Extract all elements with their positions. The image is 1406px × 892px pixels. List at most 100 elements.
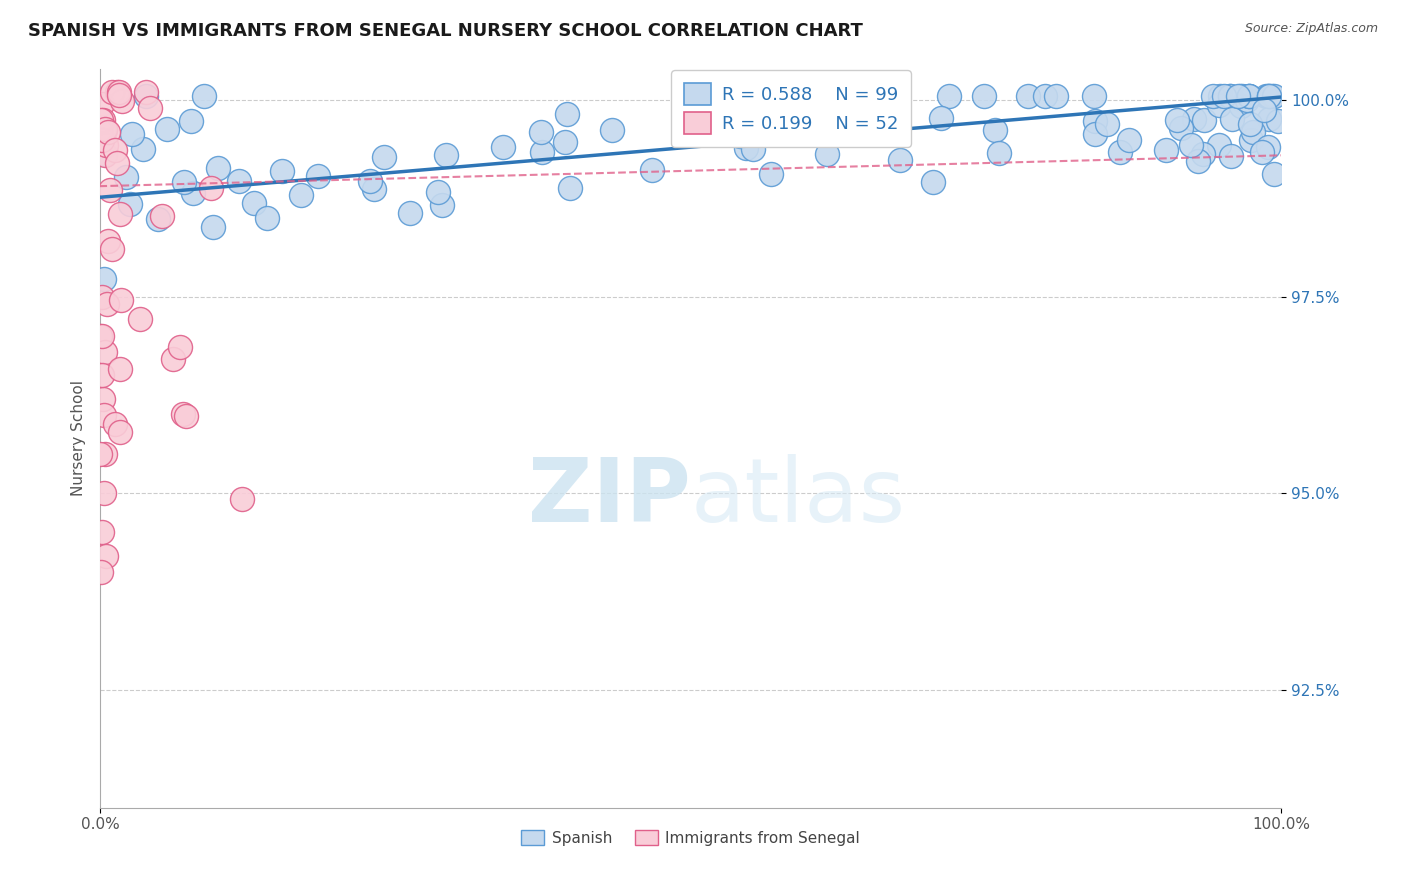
Point <box>1229 89 1251 103</box>
Point <box>174 409 197 423</box>
Point <box>1208 137 1230 152</box>
Point <box>146 212 169 227</box>
Point <box>169 340 191 354</box>
Point <box>1045 89 1067 103</box>
Point <box>1258 89 1281 103</box>
Point <box>1236 93 1258 107</box>
Point <box>101 85 124 99</box>
Point <box>162 352 184 367</box>
Point <box>135 85 157 99</box>
Point <box>132 142 155 156</box>
Point <box>139 102 162 116</box>
Point <box>973 89 995 103</box>
Point <box>938 89 960 103</box>
Point <box>1232 89 1254 103</box>
Point <box>89 123 111 137</box>
Point <box>554 135 576 149</box>
Point <box>728 128 751 143</box>
Point <box>91 112 114 127</box>
Point <box>1219 89 1241 103</box>
Point <box>1166 113 1188 128</box>
Point <box>93 408 115 422</box>
Point <box>373 149 395 163</box>
Point <box>1180 138 1202 153</box>
Point <box>1253 103 1275 117</box>
Point <box>1213 89 1236 103</box>
Point <box>363 182 385 196</box>
Point <box>1182 112 1205 127</box>
Point <box>256 211 278 226</box>
Point <box>1239 89 1261 103</box>
Point <box>1208 98 1230 112</box>
Point <box>530 125 553 139</box>
Point <box>118 196 141 211</box>
Point <box>1202 89 1225 103</box>
Point <box>200 181 222 195</box>
Point <box>101 243 124 257</box>
Point <box>988 145 1011 160</box>
Point <box>1241 125 1264 139</box>
Point <box>91 133 114 147</box>
Point <box>135 89 157 103</box>
Text: Source: ZipAtlas.com: Source: ZipAtlas.com <box>1244 22 1378 36</box>
Point <box>96 297 118 311</box>
Point <box>984 123 1007 137</box>
Point <box>1219 89 1241 103</box>
Point <box>492 140 515 154</box>
Point <box>90 96 112 111</box>
Point <box>1108 145 1130 160</box>
Point <box>555 107 578 121</box>
Point <box>105 85 128 99</box>
Point <box>742 142 765 156</box>
Point <box>104 417 127 431</box>
Text: atlas: atlas <box>690 454 905 541</box>
Point <box>641 162 664 177</box>
Point <box>173 175 195 189</box>
Point <box>815 147 838 161</box>
Point <box>181 186 204 201</box>
Point <box>207 161 229 175</box>
Point <box>1220 112 1243 127</box>
Point <box>91 525 114 540</box>
Point <box>91 329 114 343</box>
Point <box>94 148 117 162</box>
Point <box>93 344 115 359</box>
Point <box>91 133 114 147</box>
Point <box>1083 89 1105 103</box>
Point <box>1209 89 1232 103</box>
Point <box>94 549 117 563</box>
Point <box>1084 114 1107 128</box>
Point <box>1240 133 1263 147</box>
Point <box>1263 167 1285 181</box>
Point <box>1257 89 1279 103</box>
Point <box>193 89 215 103</box>
Point <box>108 362 131 376</box>
Point <box>121 127 143 141</box>
Point <box>1239 117 1261 131</box>
Point <box>172 407 194 421</box>
Point <box>93 392 115 406</box>
Point <box>889 153 911 167</box>
Point <box>1095 117 1118 131</box>
Point <box>434 147 457 161</box>
Point <box>1261 89 1284 103</box>
Point <box>94 122 117 136</box>
Point <box>432 198 454 212</box>
Point <box>98 182 121 196</box>
Point <box>115 170 138 185</box>
Point <box>922 175 945 189</box>
Point <box>290 188 312 202</box>
Point <box>929 111 952 125</box>
Point <box>1254 89 1277 103</box>
Point <box>97 125 120 139</box>
Point <box>270 164 292 178</box>
Point <box>243 196 266 211</box>
Point <box>108 425 131 439</box>
Point <box>93 486 115 500</box>
Point <box>531 145 554 160</box>
Point <box>1154 143 1177 157</box>
Point <box>560 180 582 194</box>
Point <box>104 143 127 157</box>
Point <box>201 220 224 235</box>
Point <box>427 185 450 199</box>
